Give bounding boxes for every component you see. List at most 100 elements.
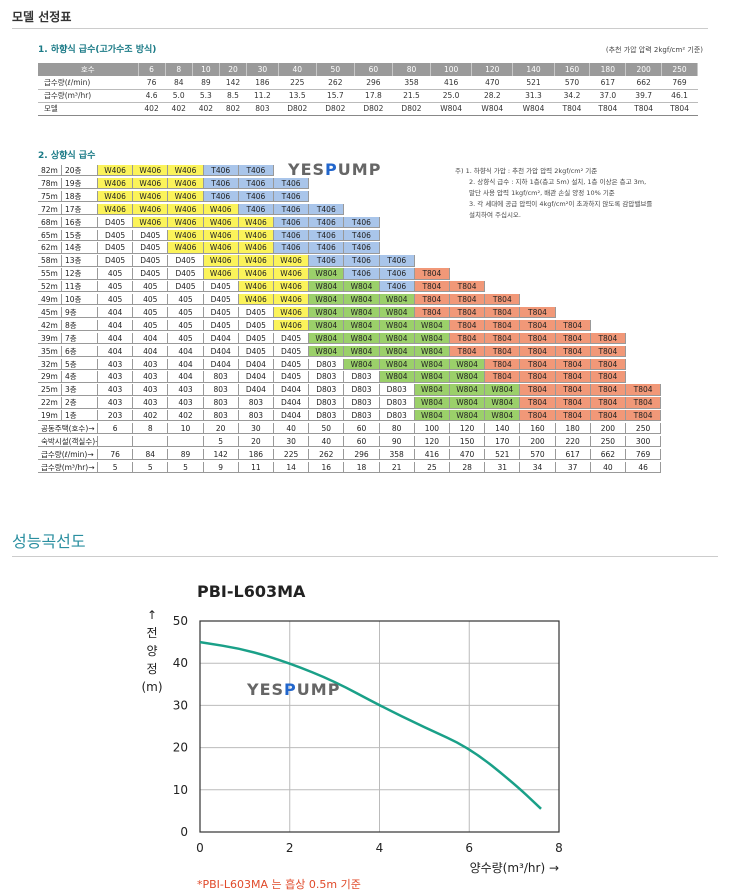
table1-cell: 617 bbox=[589, 76, 626, 90]
table1-cell: 17.8 bbox=[354, 89, 393, 103]
grid-footer-cell: 140 bbox=[485, 423, 521, 435]
grid-model-cell: W406 bbox=[133, 203, 169, 216]
grid-footer-label: 급수량(ℓ/min)→ bbox=[38, 448, 98, 461]
grid-model-cell: T406 bbox=[238, 190, 274, 203]
grid-footer-cell: 8 bbox=[133, 423, 169, 435]
table1-cell: D802 bbox=[278, 102, 317, 116]
grid-model-cell: D405 bbox=[238, 319, 274, 332]
top-feed-table: 호수 6 8 10 20 30 40 50 60 80 100 120 140 160 180 200 250 … bbox=[38, 63, 698, 116]
grid-model-cell: W804 bbox=[309, 332, 345, 345]
grid-model-cell: T804 bbox=[626, 384, 662, 396]
grid-model-cell: W804 bbox=[309, 294, 345, 306]
table1-col-header: 200 bbox=[625, 63, 663, 76]
grid-floor-label: 20층 bbox=[62, 165, 98, 177]
table1-col-header: 140 bbox=[512, 63, 555, 76]
grid-footer-cell: 300 bbox=[626, 435, 662, 448]
grid-model-cell: W804 bbox=[450, 358, 486, 370]
grid-footer-cell: 9 bbox=[203, 461, 239, 474]
grid-model-cell: D405 bbox=[168, 268, 204, 280]
grid-model-cell: W406 bbox=[168, 229, 204, 241]
chart-frame bbox=[199, 620, 560, 833]
table1-cell: 470 bbox=[471, 76, 513, 90]
grid-model-cell: W406 bbox=[238, 294, 274, 306]
grid-model-cell: W406 bbox=[98, 165, 134, 177]
grid-model-cell: D404 bbox=[238, 384, 274, 396]
grid-footer-cell: 180 bbox=[555, 423, 591, 435]
grid-model-cell: W406 bbox=[98, 177, 134, 190]
table1-cell: 84 bbox=[165, 76, 193, 90]
grid-model-cell: D405 bbox=[133, 268, 169, 280]
grid-model-cell: W406 bbox=[238, 268, 274, 280]
grid-footer-cell: 84 bbox=[133, 448, 169, 461]
grid-model-cell: W804 bbox=[414, 397, 450, 409]
grid-model-cell: D405 bbox=[168, 255, 204, 267]
grid-model-cell: T406 bbox=[344, 229, 380, 241]
grid-footer-cell: 160 bbox=[520, 423, 556, 435]
recommended-pressure-note: (추천 가압 압력 2kgf/cm² 기준) bbox=[605, 46, 703, 54]
grid-model-cell: 404 bbox=[98, 332, 134, 345]
table1-row: 급수량(ℓ/min) 76 84 89 142 186 225 262 296 358 416 470… bbox=[38, 76, 698, 90]
grid-model-cell: T804 bbox=[485, 319, 521, 332]
grid-footer-cell bbox=[98, 435, 134, 448]
grid-model-cell: D405 bbox=[238, 306, 274, 319]
grid-footer-cell: 14 bbox=[274, 461, 310, 474]
grid-model-cell: W406 bbox=[168, 242, 204, 254]
grid-model-cell: D803 bbox=[309, 384, 345, 396]
grid-footer-cell: 570 bbox=[520, 448, 556, 461]
grid-model-cell: W804 bbox=[379, 358, 415, 370]
grid-model-cell: W406 bbox=[238, 255, 274, 267]
grid-model-cell: 403 bbox=[133, 384, 169, 396]
grid-model-cell: 403 bbox=[98, 397, 134, 409]
grid-footer-cell: 5 bbox=[203, 435, 239, 448]
grid-model-cell: D405 bbox=[203, 306, 239, 319]
grid-model-cell: 405 bbox=[168, 306, 204, 319]
grid-footer-cell: 186 bbox=[238, 448, 274, 461]
grid-model-cell: 405 bbox=[168, 319, 204, 332]
grid-model-cell: D404 bbox=[238, 358, 274, 370]
grid-model-cell: T804 bbox=[520, 306, 556, 319]
grid-model-cell: W406 bbox=[274, 268, 310, 280]
grid-model-cell: 405 bbox=[168, 294, 204, 306]
table1-cell: D802 bbox=[354, 102, 393, 116]
grid-footer-cell: 40 bbox=[590, 461, 626, 474]
grid-model-cell: D404 bbox=[274, 410, 310, 422]
table1-cell: W804 bbox=[430, 102, 472, 116]
grid-floor-label: 15층 bbox=[62, 229, 98, 241]
grid-model-cell: D405 bbox=[274, 345, 310, 357]
grid-model-cell: D405 bbox=[238, 332, 274, 345]
grid-model-cell: T804 bbox=[414, 268, 450, 280]
chart-y-axis-label: (m) bbox=[141, 680, 162, 694]
grid-model-cell: T406 bbox=[274, 216, 310, 228]
table1-col-header: 60 bbox=[354, 63, 393, 76]
grid-model-cell: T804 bbox=[485, 332, 521, 345]
grid-model-cell: 404 bbox=[98, 319, 134, 332]
grid-model-cell: 803 bbox=[238, 397, 274, 409]
grid-height-label: 68m bbox=[38, 216, 62, 228]
grid-model-cell: T804 bbox=[520, 319, 556, 332]
grid-model-cell: D803 bbox=[379, 397, 415, 409]
grid-model-cell: 404 bbox=[168, 358, 204, 370]
grid-model-cell: T406 bbox=[238, 203, 274, 216]
grid-model-cell: T406 bbox=[274, 229, 310, 241]
grid-model-cell: T804 bbox=[555, 371, 591, 383]
grid-model-cell: W406 bbox=[274, 255, 310, 267]
grid-floor-label: 5층 bbox=[62, 358, 98, 370]
grid-model-cell: 403 bbox=[133, 371, 169, 383]
grid-height-label: 25m bbox=[38, 384, 62, 396]
grid-model-cell: T406 bbox=[309, 216, 345, 228]
grid-model-cell: T406 bbox=[238, 177, 274, 190]
grid-model-cell: T406 bbox=[274, 203, 310, 216]
grid-floor-label: 16층 bbox=[62, 216, 98, 228]
grid-model-cell: W804 bbox=[414, 371, 450, 383]
table1-col-header: 250 bbox=[661, 63, 698, 76]
grid-model-cell: T804 bbox=[450, 332, 486, 345]
grid-model-cell: 405 bbox=[133, 294, 169, 306]
chart-model-name: PBI-L603MA bbox=[197, 582, 306, 601]
grid-model-cell: T804 bbox=[450, 345, 486, 357]
grid-floor-label: 19층 bbox=[62, 177, 98, 190]
grid-model-cell: 405 bbox=[133, 281, 169, 293]
chart-x-tick-label: 2 bbox=[286, 841, 294, 855]
grid-height-label: 58m bbox=[38, 255, 62, 267]
grid-floor-label: 17층 bbox=[62, 203, 98, 216]
grid-model-cell: T804 bbox=[485, 358, 521, 370]
